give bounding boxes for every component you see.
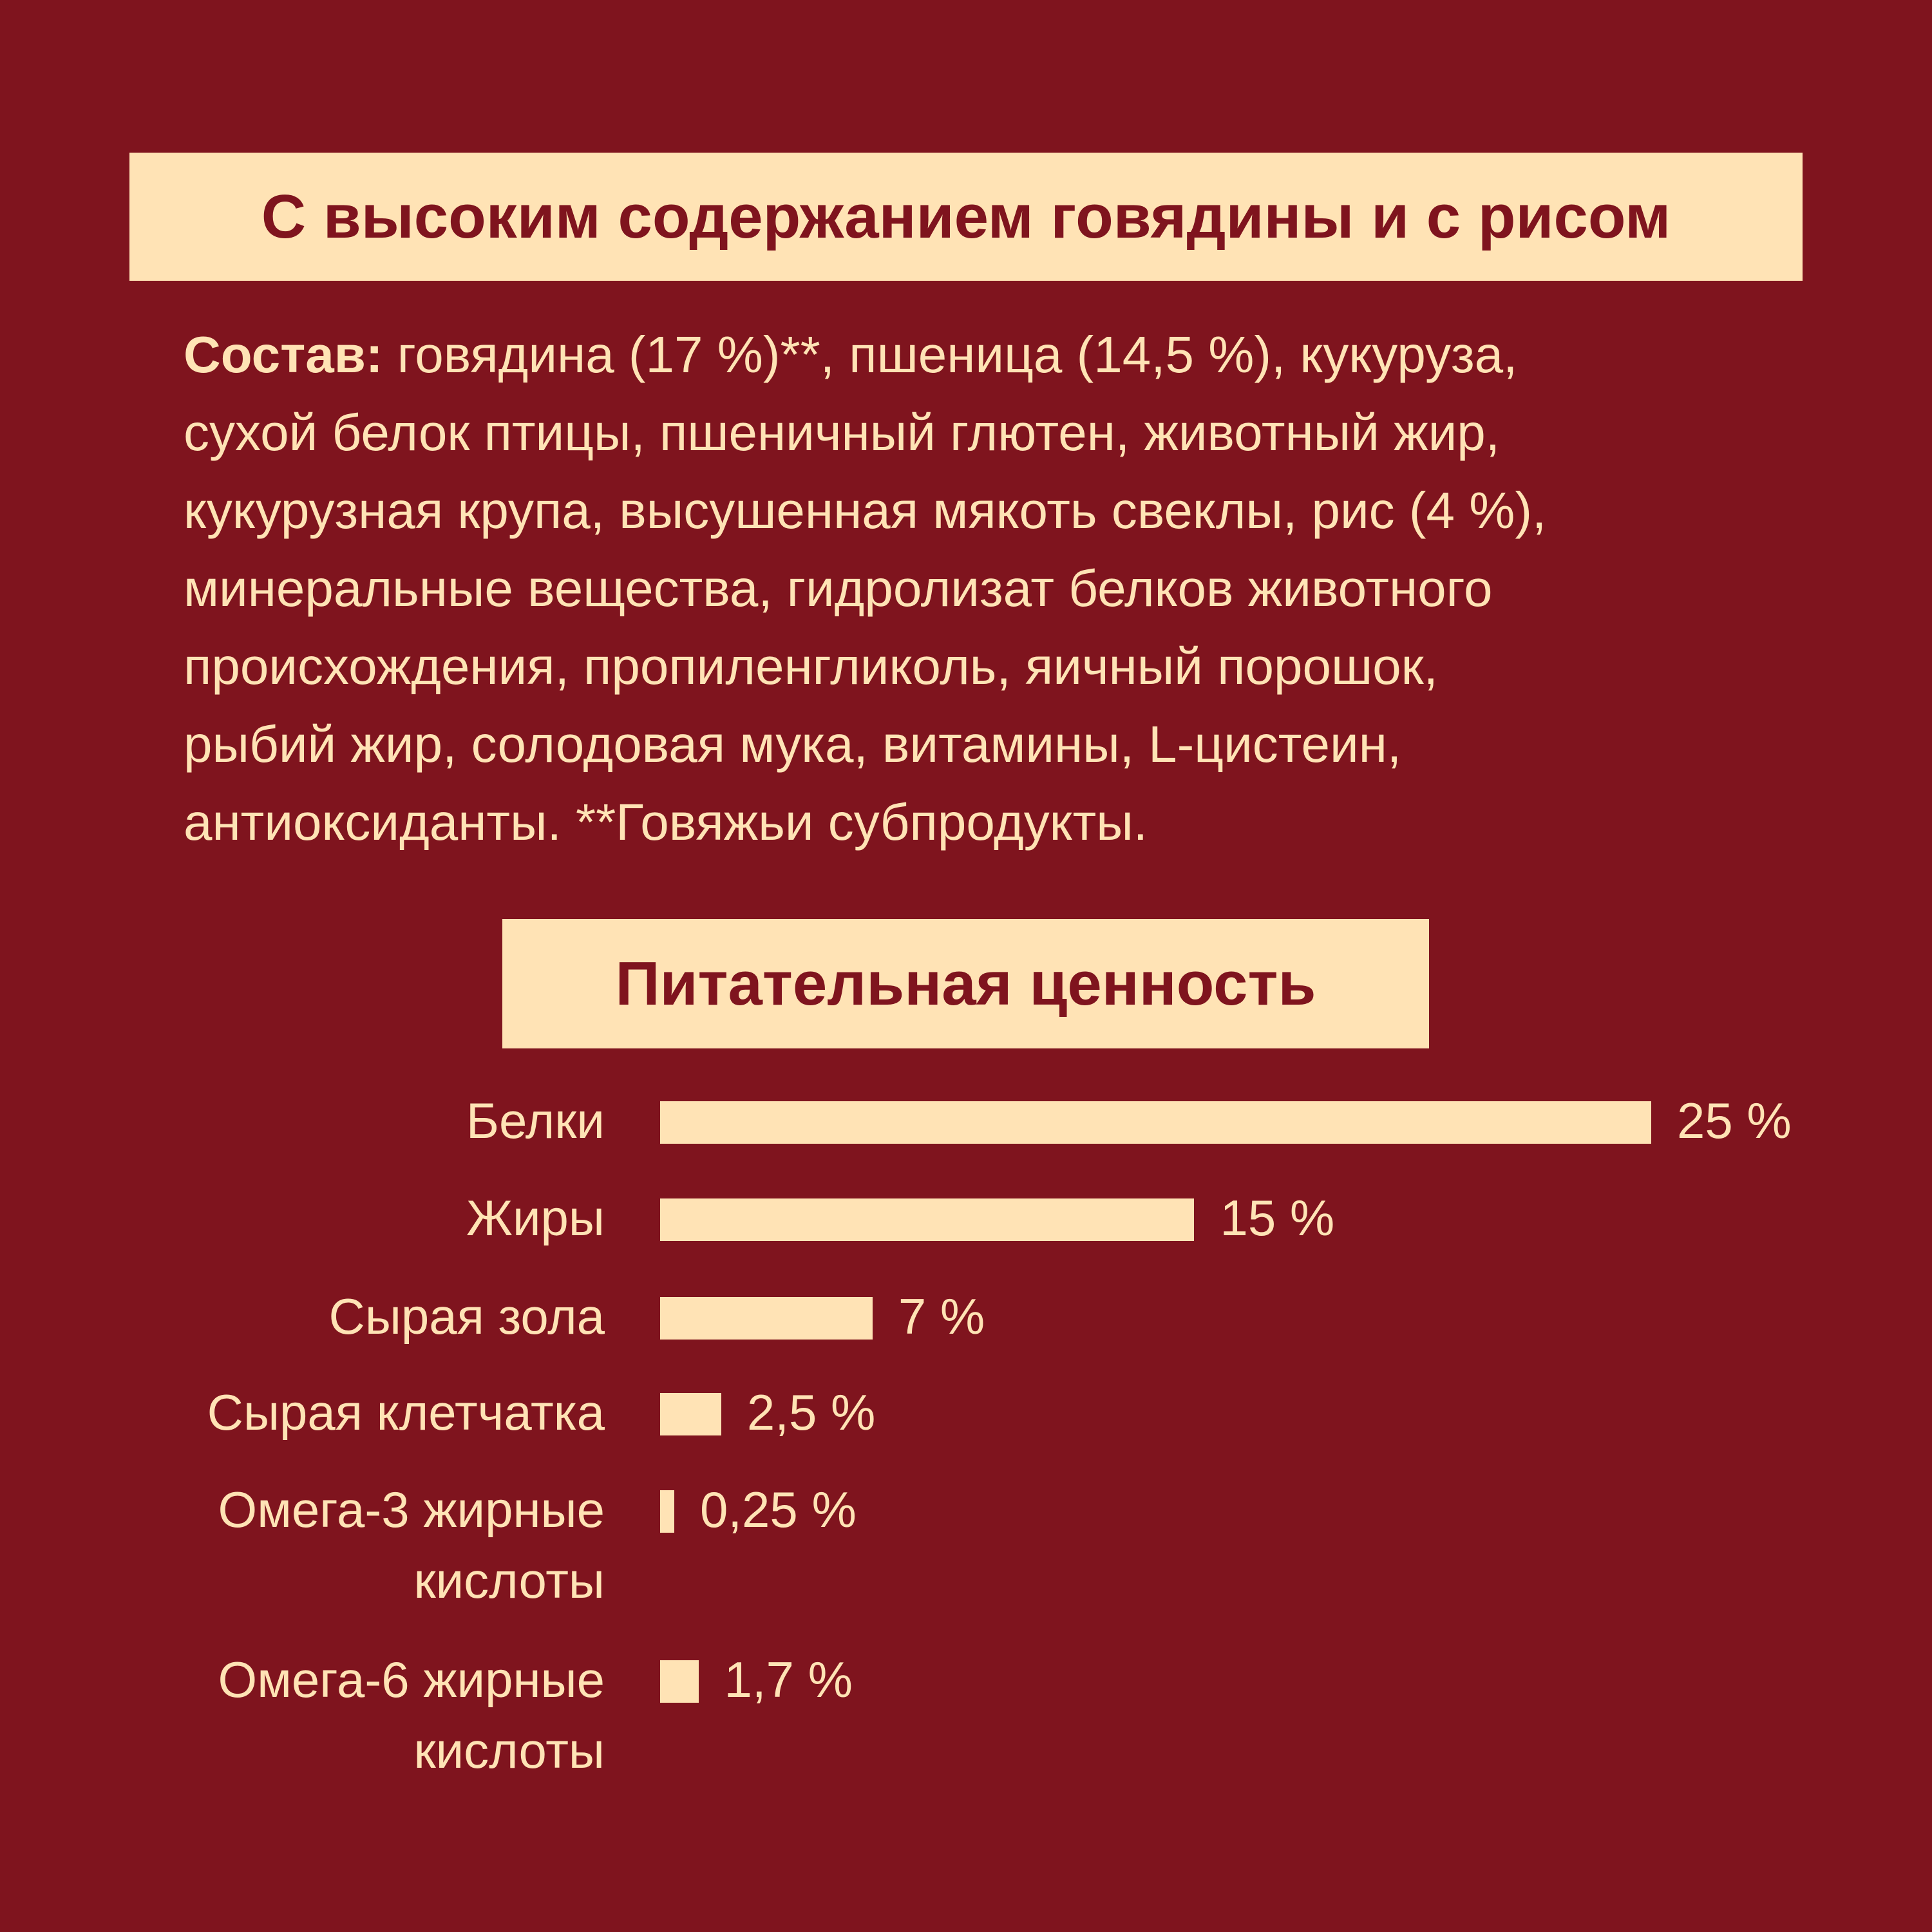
bar (660, 1660, 699, 1703)
title-banner: С высоким содержанием говядины и с рисом (129, 153, 1803, 281)
bar-label: Омега-3 жирные кислоты (218, 1481, 605, 1609)
composition-line: происхождения, пропиленгликоль, яичный п… (184, 638, 1438, 695)
composition-line: рыбий жир, солодовая мука, витамины, L-ц… (184, 715, 1402, 773)
page-title: С высоким содержанием говядины и с рисом (261, 182, 1671, 251)
bar-value-label: 25 % (1677, 1092, 1792, 1149)
bar-value-label: 1,7 % (724, 1651, 853, 1708)
composition-line: Состав: говядина (17 %)**, пшеница (14,5… (184, 316, 1781, 393)
bar-value-label: 2,5 % (746, 1384, 876, 1441)
nutrition-title: Питательная ценность (615, 949, 1316, 1018)
bar (660, 1490, 674, 1533)
bar-label: Сырая зола (328, 1288, 605, 1345)
bar-label: Жиры (466, 1189, 605, 1246)
bar-value-label: 15 % (1220, 1189, 1335, 1246)
bar (660, 1198, 1195, 1241)
bar (660, 1297, 873, 1340)
composition-line: минеральные вещества, гидролизат белков … (184, 560, 1493, 617)
composition-text: Состав: говядина (17 %)**, пшеница (14,5… (184, 316, 1781, 861)
bar-value-label: 0,25 % (700, 1481, 857, 1538)
composition-line: кукурузная крупа, высушенная мякоть свек… (184, 482, 1547, 539)
bar-label: Белки (466, 1092, 605, 1149)
composition-line: антиоксиданты. **Говяжьи субпродукты. (184, 793, 1148, 851)
bar (660, 1101, 1651, 1144)
bar (660, 1393, 721, 1435)
composition-line: сухой белок птицы, пшеничный глютен, жив… (184, 404, 1501, 461)
bar-value-label: 7 % (898, 1288, 985, 1345)
bar-label: Сырая клетчатка (207, 1384, 605, 1441)
composition-label: Состав: (184, 326, 383, 383)
bar-label: Омега-6 жирные кислоты (218, 1651, 605, 1779)
nutrition-banner: Питательная ценность (502, 919, 1429, 1048)
composition-line-text: говядина (17 %)**, пшеница (14,5 %), кук… (383, 326, 1518, 383)
